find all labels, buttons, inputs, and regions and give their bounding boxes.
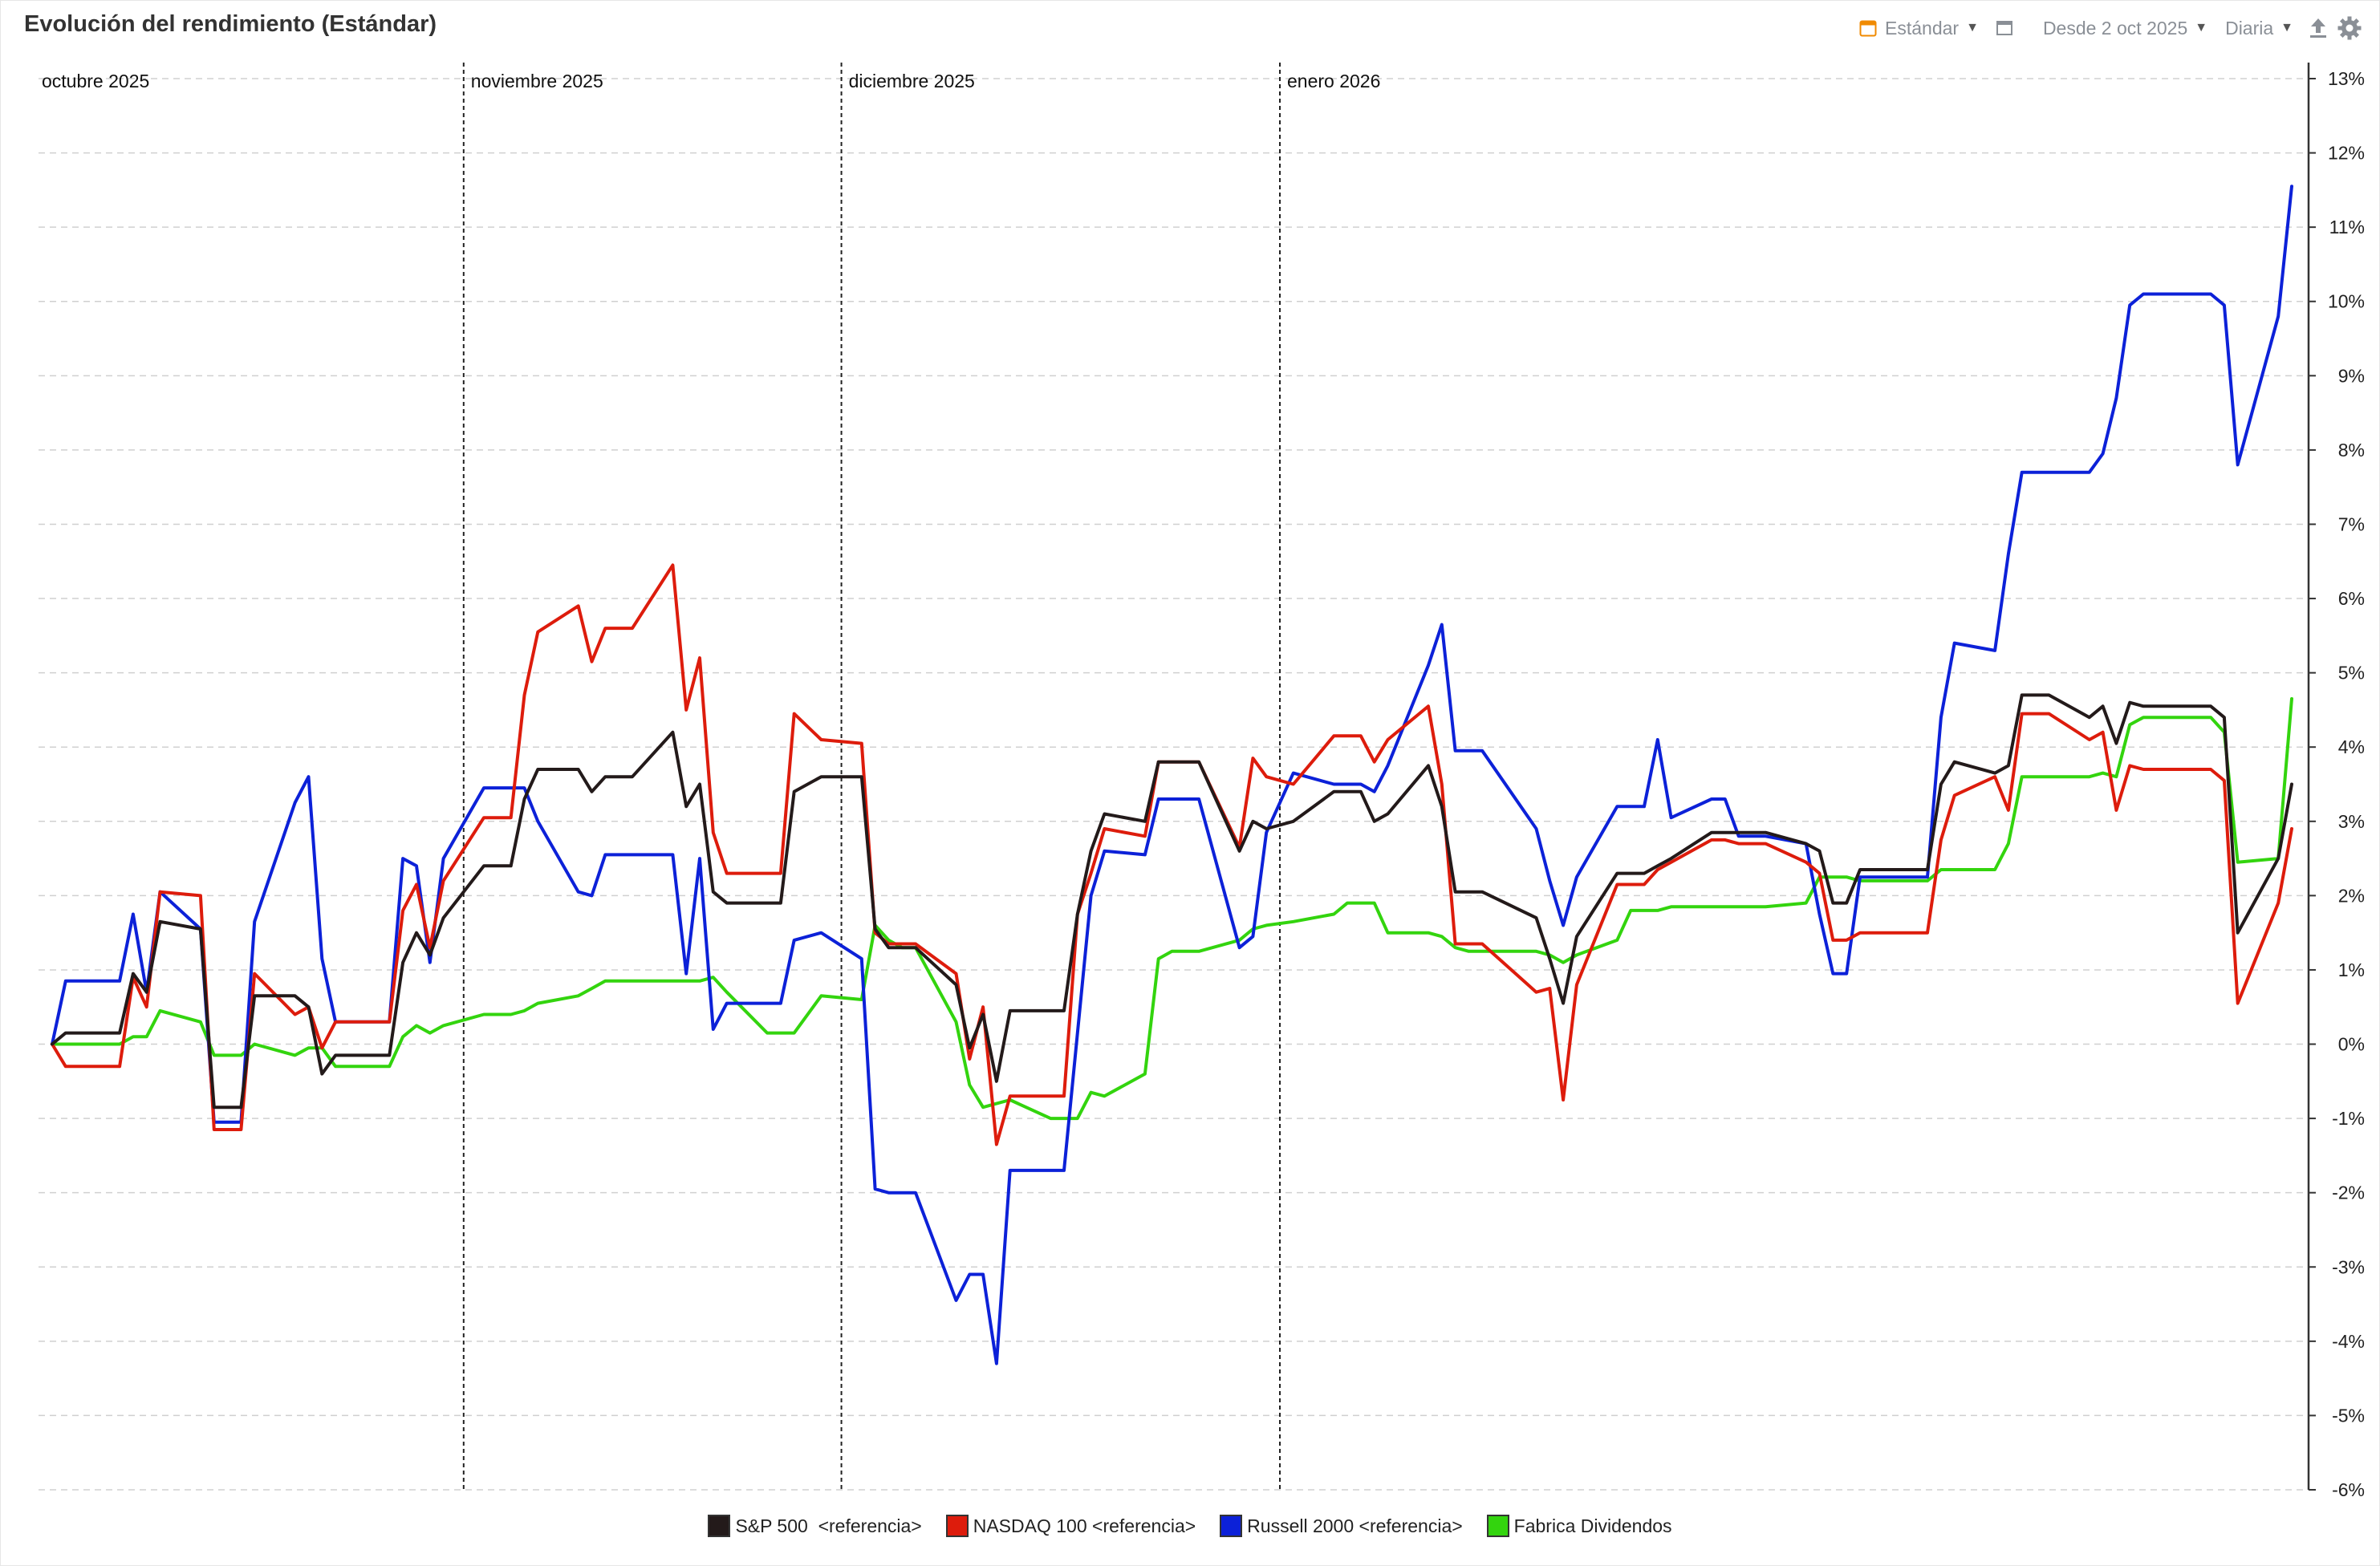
share-icon[interactable] — [2308, 17, 2329, 39]
mode-selector[interactable]: Estándar ▼ — [1859, 18, 1979, 39]
y-axis: 13% 12% 11% 10% 9% 8% 7% 6% 5% 4% 3% 2% 1% 0% -1% -2% -3… — [2307, 63, 2365, 1500]
chart-title: Evolución del rendimiento (Estándar) — [24, 11, 437, 37]
window-icon[interactable] — [1995, 18, 2016, 39]
y-tick-label: 2% — [2338, 885, 2365, 906]
series-line-1 — [51, 563, 2293, 1146]
month-label: octubre 2025 — [42, 71, 149, 91]
y-tick-label: -2% — [2332, 1183, 2365, 1203]
y-tick-label: 3% — [2338, 811, 2365, 832]
grid-lines — [39, 78, 2309, 1491]
series-line-0 — [51, 693, 2293, 1110]
month-label: noviembre 2025 — [471, 71, 603, 91]
series-lines — [51, 185, 2293, 1365]
y-tick-label: -1% — [2332, 1108, 2365, 1129]
gear-icon[interactable] — [2337, 15, 2362, 41]
interval-label: Diaria — [2225, 17, 2274, 39]
legend-swatch — [1486, 1515, 1509, 1537]
mode-label: Estándar — [1885, 17, 1960, 39]
month-label: enero 2026 — [1287, 71, 1380, 91]
y-tick-label: 0% — [2338, 1034, 2365, 1055]
series-line-3 — [51, 697, 2293, 1121]
y-tick-label: -3% — [2332, 1256, 2365, 1277]
month-label: diciembre 2025 — [849, 71, 975, 91]
legend-swatch — [1220, 1515, 1243, 1537]
title-bar: Evolución del rendimiento (Estándar) Est… — [0, 0, 2380, 53]
legend-swatch — [708, 1515, 731, 1537]
y-tick-label: 10% — [2328, 291, 2365, 312]
y-tick-label: -6% — [2332, 1479, 2365, 1500]
legend-label: NASDAQ 100 <referencia> — [973, 1515, 1196, 1536]
performance-chart: octubre 2025 noviembre 2025 diciembre 2025… — [39, 63, 2365, 1500]
interval-selector[interactable]: Diaria ▼ — [2225, 18, 2293, 39]
calendar-icon — [1859, 20, 1877, 37]
chart-toolbar: Estándar ▼ Desde 2 oct 2025 ▼ Diaria ▼ — [1859, 14, 2362, 42]
y-tick-label: 6% — [2338, 588, 2365, 609]
y-tick-label: 4% — [2338, 736, 2365, 757]
legend-item[interactable]: S&P 500 <referencia> — [708, 1515, 922, 1537]
y-tick-label: 13% — [2328, 68, 2365, 89]
range-selector[interactable]: Desde 2 oct 2025 ▼ — [2043, 18, 2207, 39]
y-tick-label: 7% — [2338, 513, 2365, 534]
legend-item[interactable]: NASDAQ 100 <referencia> — [945, 1515, 1196, 1537]
legend-swatch — [945, 1515, 969, 1537]
y-tick-label: 8% — [2338, 440, 2365, 460]
y-tick-label: 12% — [2328, 143, 2365, 164]
y-tick-label: 1% — [2338, 959, 2365, 980]
range-label: Desde 2 oct 2025 — [2042, 17, 2188, 39]
legend-label: S&P 500 <referencia> — [735, 1515, 922, 1536]
y-tick-label: 5% — [2338, 663, 2365, 684]
series-line-2 — [51, 185, 2293, 1365]
y-tick-label: -4% — [2332, 1331, 2365, 1352]
legend-label: Russell 2000 <referencia> — [1247, 1515, 1463, 1536]
chart-legend: S&P 500 <referencia> NASDAQ 100 <referenc… — [0, 1502, 2380, 1550]
y-tick-label: -5% — [2332, 1405, 2365, 1426]
chevron-down-icon: ▼ — [1966, 21, 1979, 34]
chevron-down-icon: ▼ — [2280, 21, 2293, 34]
y-tick-label: 11% — [2329, 217, 2365, 237]
y-tick-label: 9% — [2338, 365, 2365, 386]
chevron-down-icon: ▼ — [2195, 21, 2208, 34]
legend-item[interactable]: Fabrica Dividendos — [1486, 1515, 1672, 1537]
legend-label: Fabrica Dividendos — [1513, 1515, 1672, 1536]
legend-item[interactable]: Russell 2000 <referencia> — [1220, 1515, 1463, 1537]
month-separators: octubre 2025 noviembre 2025 diciembre 2025… — [42, 63, 1380, 1490]
